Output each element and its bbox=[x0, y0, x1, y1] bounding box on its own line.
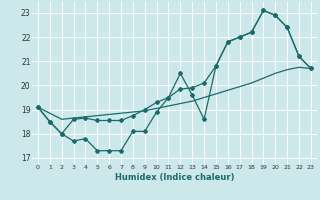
X-axis label: Humidex (Indice chaleur): Humidex (Indice chaleur) bbox=[115, 173, 234, 182]
